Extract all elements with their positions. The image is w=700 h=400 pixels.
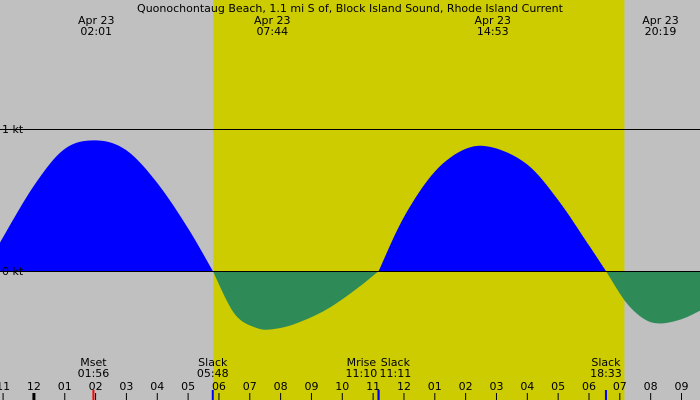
event-marker-slack [604, 390, 607, 400]
hour-tick-label: 01 [58, 380, 72, 393]
hour-tick-label: 04 [520, 380, 534, 393]
event-time-slack: 18:33 [590, 367, 622, 380]
y-tick-label: 0 kt [2, 265, 24, 278]
hour-tick-label: 09 [304, 380, 318, 393]
hour-tick-label: 11 [366, 380, 380, 393]
ebb-area-3 [605, 271, 700, 324]
current-series-layer [0, 140, 700, 330]
hour-tick-label: 12 [27, 380, 41, 393]
top-event-date: Apr 23 [642, 14, 679, 27]
event-time-slack: 11:11 [380, 367, 412, 380]
hour-tick-label: 02 [459, 380, 473, 393]
hour-tick-label: 12 [397, 380, 411, 393]
event-label-slack: Slack [381, 356, 411, 369]
event-marker-slack [377, 390, 380, 400]
hour-tick-label: 10 [335, 380, 349, 393]
hour-tick-label: 01 [428, 380, 442, 393]
top-event-time: 07:44 [256, 25, 288, 38]
top-event-time: 20:19 [645, 25, 677, 38]
hour-tick-label: 05 [551, 380, 565, 393]
event-label-mset: Mset [80, 356, 107, 369]
top-event-time: 14:53 [477, 25, 509, 38]
y-tick-label: 1 kt [2, 123, 24, 136]
hour-tick-label: 02 [89, 380, 103, 393]
hour-tick-label: 08 [644, 380, 658, 393]
hour-tick-label: 08 [274, 380, 288, 393]
hour-tick-label: 07 [243, 380, 257, 393]
event-label-slack: Slack [591, 356, 621, 369]
hour-tick-label: 05 [181, 380, 195, 393]
hour-tick-label: 06 [212, 380, 226, 393]
top-event-time: 02:01 [80, 25, 112, 38]
hour-tick-label: 11 [0, 380, 10, 393]
y-axis-labels: 1 kt 0 kt [2, 123, 24, 278]
hour-tick-label: 09 [674, 380, 688, 393]
hour-tick-label: 06 [582, 380, 596, 393]
event-time-mset: 01:56 [78, 367, 110, 380]
hour-axis: 11 12 01 02 03 04 05 06 07 08 09 10 11 12 01 02 03 04 05 06… [0, 380, 688, 400]
event-label-mrise: Mrise [347, 356, 377, 369]
top-event-date: Apr 23 [78, 14, 115, 27]
event-marker-mset [92, 390, 95, 400]
flood-area-0 [0, 140, 213, 271]
event-time-slack: 05:48 [197, 367, 229, 380]
hour-tick-label: 04 [150, 380, 164, 393]
ebb-area-1 [212, 271, 379, 330]
top-event-date: Apr 23 [475, 14, 512, 27]
event-time-mrise: 11:10 [346, 367, 378, 380]
chart-title: Quonochontaug Beach, 1.1 mi S of, Block … [137, 2, 564, 15]
hour-tick-label: 03 [119, 380, 133, 393]
event-marker-slack [211, 390, 214, 400]
hour-tick-label: 03 [489, 380, 503, 393]
bottom-event-labels: Mset01:56Slack05:48Mrise11:10Slack11:11S… [78, 356, 622, 400]
top-event-date: Apr 23 [254, 14, 291, 27]
hour-tick-label: 07 [613, 380, 627, 393]
event-label-slack: Slack [198, 356, 228, 369]
flood-area-2 [378, 145, 606, 271]
